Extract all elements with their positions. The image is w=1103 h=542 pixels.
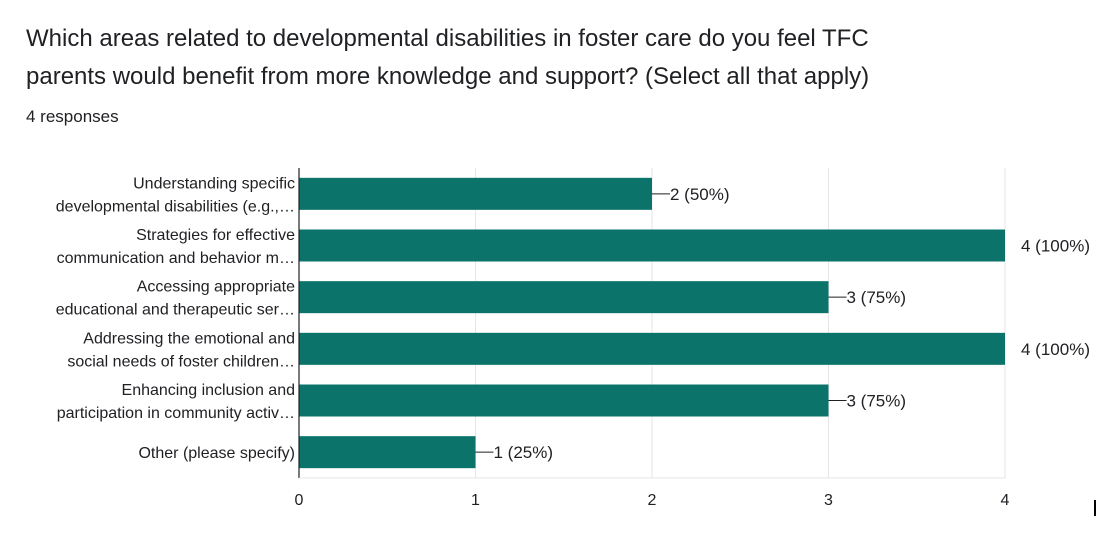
data-label: 4 (100%) bbox=[1021, 340, 1090, 359]
data-label: 4 (100%) bbox=[1021, 237, 1090, 256]
data-label: 3 (75%) bbox=[847, 288, 907, 307]
bar bbox=[299, 281, 829, 314]
question-title-line-1: Which areas related to developmental dis… bbox=[26, 25, 869, 52]
question-title-line-2: parents would benefit from more knowledg… bbox=[26, 63, 870, 90]
category-label: participation in community activ… bbox=[57, 405, 295, 422]
x-tick-label: 0 bbox=[295, 492, 304, 509]
data-label: 2 (50%) bbox=[670, 185, 730, 204]
category-label: developmental disabilities (e.g.,… bbox=[56, 198, 295, 215]
bar bbox=[299, 177, 652, 210]
question-title: Which areas related to developmental dis… bbox=[26, 20, 1066, 96]
bar bbox=[299, 384, 829, 417]
category-label: Understanding specific bbox=[133, 175, 295, 192]
category-label: Strategies for effective bbox=[136, 227, 295, 244]
category-label: Enhancing inclusion and bbox=[122, 382, 295, 399]
x-tick-label: 4 bbox=[1001, 492, 1010, 509]
x-tick-label: 2 bbox=[648, 492, 657, 509]
x-tick-label: 3 bbox=[824, 492, 833, 509]
data-label: 1 (25%) bbox=[494, 443, 554, 462]
category-label: communication and behavior m… bbox=[57, 250, 295, 267]
category-label: social needs of foster children… bbox=[67, 353, 295, 370]
x-tick-label: 1 bbox=[471, 492, 480, 509]
category-label: Addressing the emotional and bbox=[83, 330, 295, 347]
bar bbox=[299, 229, 1005, 262]
response-count: 4 responses bbox=[26, 107, 119, 126]
bar bbox=[299, 436, 476, 469]
text-cursor-icon bbox=[1094, 500, 1096, 516]
bar bbox=[299, 332, 1005, 365]
data-label: 3 (75%) bbox=[847, 392, 907, 411]
category-label: educational and therapeutic ser… bbox=[56, 302, 295, 319]
category-label: Accessing appropriate bbox=[137, 279, 295, 296]
category-label: Other (please specify) bbox=[138, 445, 295, 462]
